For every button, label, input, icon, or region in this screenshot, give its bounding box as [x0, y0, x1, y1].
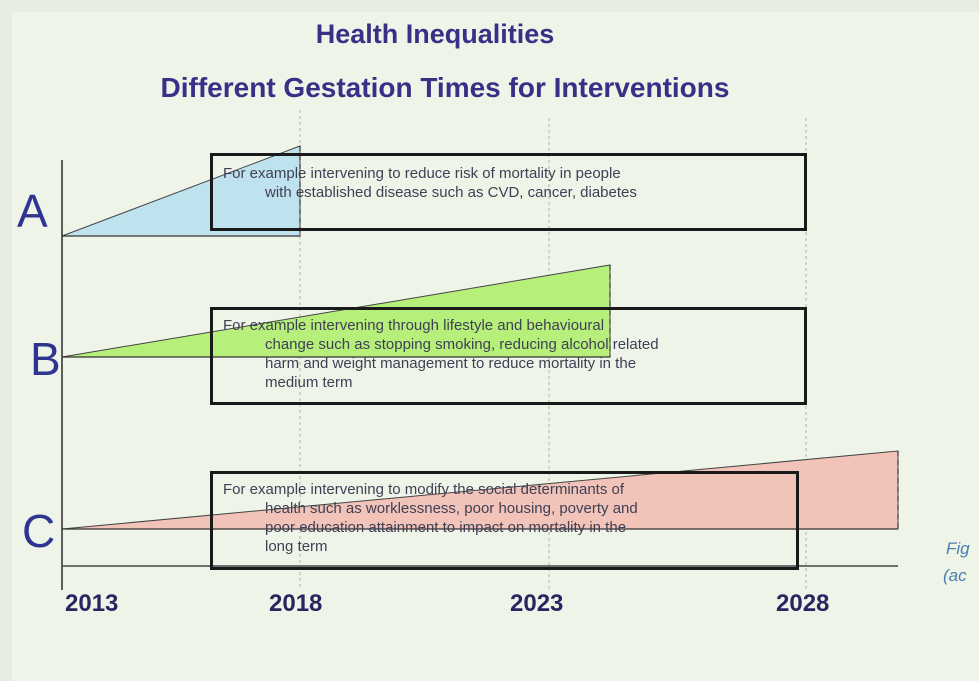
year-label-2028: 2028 [776, 590, 830, 617]
figure-caption-line-2: (ac [943, 566, 967, 585]
example-box-c: For example intervening to modify the so… [210, 471, 799, 570]
row-label-c: C [22, 505, 56, 557]
example-c-line-2: health such as worklessness, poor housin… [265, 500, 638, 517]
example-b-line-3: harm and weight management to reduce mor… [265, 355, 637, 372]
main-title: Health Inequalities [315, 19, 555, 49]
example-c-line-3: poor education attainment to impact on m… [265, 519, 627, 536]
example-b-line-1: For example intervening through lifestyl… [223, 317, 605, 334]
year-label-2018: 2018 [269, 590, 323, 617]
year-label-2013: 2013 [65, 590, 119, 617]
example-c-line-4: long term [265, 538, 328, 555]
example-b-line-2: change such as stopping smoking, reducin… [265, 336, 659, 353]
example-a-line-1: For example intervening to reduce risk o… [223, 165, 621, 182]
example-box-a: For example intervening to reduce risk o… [210, 153, 807, 231]
row-label-a: A [17, 185, 48, 237]
row-label-b: B [30, 333, 61, 385]
example-b-line-4: medium term [265, 374, 353, 391]
figure-caption-line-1: Fig [946, 539, 970, 558]
example-c-line-1: For example intervening to modify the so… [223, 481, 625, 498]
example-a-line-2: with established disease such as CVD, ca… [265, 184, 637, 201]
year-label-2023: 2023 [510, 590, 564, 617]
example-box-b: For example intervening through lifestyl… [210, 307, 807, 405]
subtitle: Different Gestation Times for Interventi… [160, 72, 730, 103]
